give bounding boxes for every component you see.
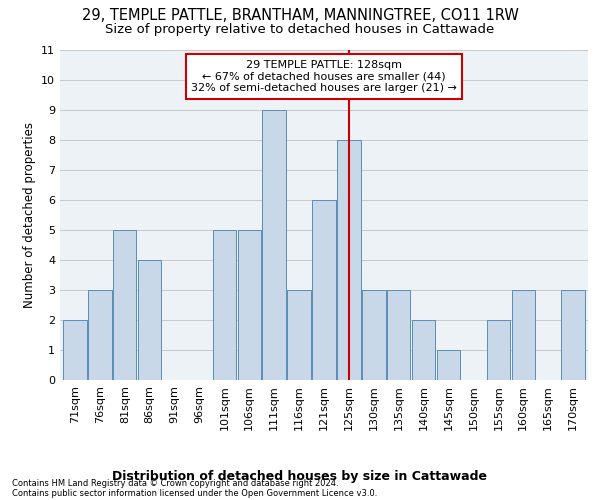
Bar (487, 320, 510, 380)
Text: 29, TEMPLE PATTLE, BRANTHAM, MANNINGTREE, CO11 1RW: 29, TEMPLE PATTLE, BRANTHAM, MANNINGTREE… (82, 8, 518, 22)
Bar (362, 290, 386, 380)
Bar (512, 290, 535, 380)
Bar (412, 320, 436, 380)
Bar (138, 260, 161, 380)
Bar (312, 200, 336, 380)
Text: Distribution of detached houses by size in Cattawade: Distribution of detached houses by size … (113, 470, 487, 483)
Bar (113, 230, 136, 380)
Text: Contains HM Land Registry data © Crown copyright and database right 2024.: Contains HM Land Registry data © Crown c… (12, 478, 338, 488)
Y-axis label: Number of detached properties: Number of detached properties (23, 122, 35, 308)
Bar (337, 140, 361, 380)
Bar (63, 320, 86, 380)
Bar (287, 290, 311, 380)
Bar (387, 290, 410, 380)
Bar (437, 350, 460, 380)
Bar (562, 290, 585, 380)
Text: Size of property relative to detached houses in Cattawade: Size of property relative to detached ho… (106, 22, 494, 36)
Bar (212, 230, 236, 380)
Bar (238, 230, 261, 380)
Bar (88, 290, 112, 380)
Text: Contains public sector information licensed under the Open Government Licence v3: Contains public sector information licen… (12, 488, 377, 498)
Bar (262, 110, 286, 380)
Text: 29 TEMPLE PATTLE: 128sqm
← 67% of detached houses are smaller (44)
32% of semi-d: 29 TEMPLE PATTLE: 128sqm ← 67% of detach… (191, 60, 457, 93)
